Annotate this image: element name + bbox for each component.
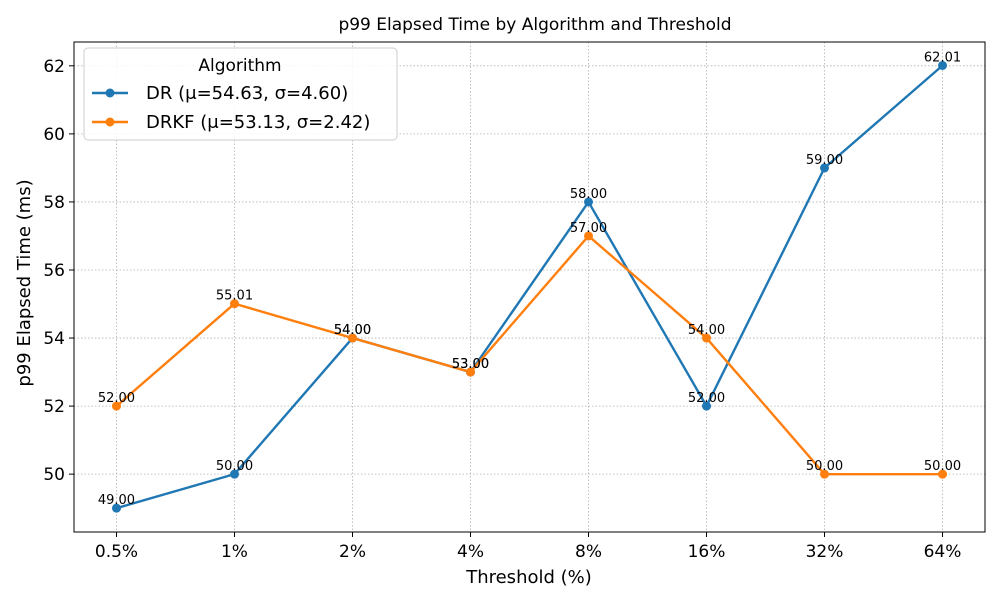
data-point (820, 163, 830, 173)
x-tick-label: 32% (806, 542, 844, 562)
data-label: 54.00 (688, 323, 725, 338)
legend-entry-label: DR (μ=54.63, σ=4.60) (146, 83, 348, 104)
data-point (820, 469, 830, 479)
legend-entry-label: DRKF (μ=53.13, σ=2.42) (146, 112, 370, 133)
x-tick-label: 1% (221, 542, 248, 562)
y-tick-label: 58 (43, 193, 65, 213)
data-label: 55.01 (216, 289, 253, 304)
axes: 0.5% 1% 2% 4% 8% 16% 32% 64% 50 52 54 56 58 60 62 (43, 41, 986, 562)
y-tick-label: 54 (43, 329, 65, 349)
data-labels: 49.00 50.00 54.00 53.00 58.00 52.00 59.00 62.01… (98, 50, 961, 508)
legend-marker (105, 117, 115, 127)
chart-title: p99 Elapsed Time by Algorithm and Thresh… (338, 15, 731, 35)
data-label: 50.00 (924, 459, 961, 474)
plot-frame (73, 41, 986, 533)
data-point (229, 469, 239, 479)
x-tick-label: 0.5% (95, 542, 138, 562)
data-point (938, 60, 948, 70)
legend-title: Algorithm (198, 56, 281, 76)
data-label: 54.00 (334, 323, 371, 338)
x-axis-title: Threshold (%) (465, 567, 592, 588)
x-tick-label: 2% (339, 542, 366, 562)
data-label: 52.00 (98, 391, 135, 406)
data-point (702, 333, 712, 343)
series-layer (111, 60, 948, 513)
data-label: 52.00 (688, 391, 725, 406)
y-tick-label: 52 (43, 397, 65, 417)
data-point (111, 503, 121, 513)
data-point (584, 197, 594, 207)
x-tick-label: 8% (575, 542, 602, 562)
legend-marker (105, 88, 115, 98)
data-label: 57.00 (570, 221, 607, 236)
data-label: 58.00 (570, 187, 607, 202)
y-tick-label: 60 (43, 125, 65, 145)
x-tick-label: 64% (924, 542, 962, 562)
x-tick-label: 4% (457, 542, 484, 562)
series-line (116, 64, 944, 510)
data-point (938, 469, 948, 479)
data-label: 53.00 (452, 357, 489, 372)
y-tick-label: 50 (43, 465, 65, 485)
data-label: 49.00 (98, 493, 135, 508)
data-point (465, 367, 475, 377)
x-tick-label: 16% (688, 542, 726, 562)
series-line (115, 234, 943, 476)
y-tick-label: 62 (43, 57, 65, 77)
y-tick-label: 56 (43, 261, 65, 281)
data-label: 53.00 (452, 357, 489, 372)
series-1 (111, 231, 948, 479)
data-point (229, 299, 239, 309)
y-axis-title: p99 Elapsed Time (ms) (14, 179, 35, 386)
legend-frame (83, 47, 398, 141)
data-point (111, 401, 121, 411)
data-point (347, 333, 357, 343)
data-label: 50.00 (216, 459, 253, 474)
data-label: 62.01 (924, 50, 961, 65)
legend: Algorithm DR (μ=54.63, σ=4.60) DRKF (μ=53… (83, 47, 398, 141)
data-point (702, 401, 712, 411)
data-point (584, 231, 594, 241)
data-label: 54.00 (334, 323, 371, 338)
data-label: 59.00 (806, 153, 843, 168)
data-label: 50.00 (806, 459, 843, 474)
